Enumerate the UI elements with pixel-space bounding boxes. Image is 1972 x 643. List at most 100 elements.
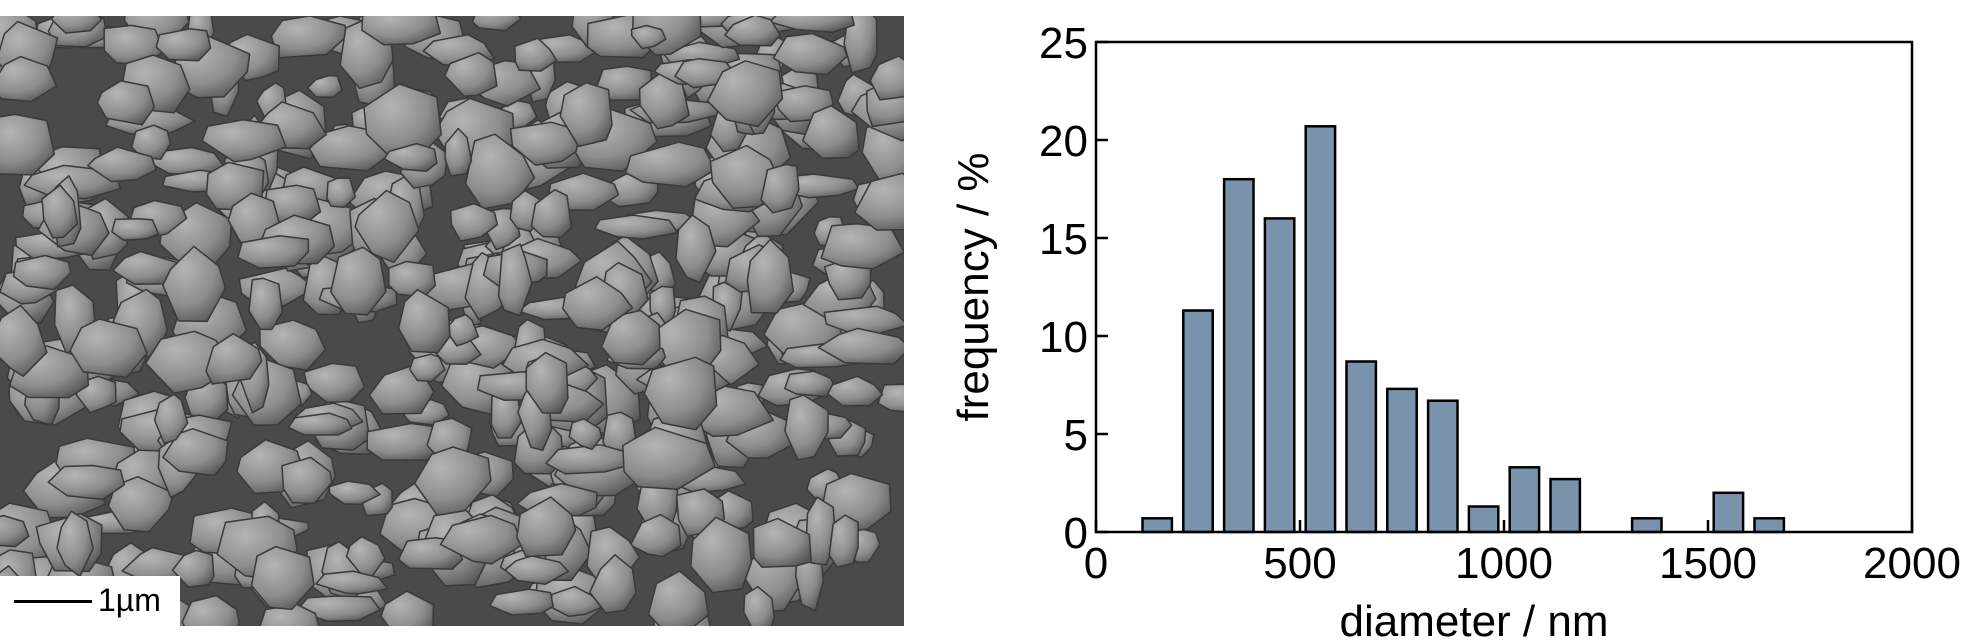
particle <box>743 585 776 626</box>
particle <box>259 319 327 371</box>
histogram-bar <box>1304 125 1337 534</box>
histogram-bar <box>1712 491 1745 534</box>
particle <box>296 595 381 623</box>
particle <box>315 570 389 595</box>
particle <box>0 55 58 103</box>
y-axis-label: frequency / % <box>949 152 998 421</box>
particle <box>869 55 904 101</box>
particle <box>629 513 682 558</box>
histogram-bar <box>1426 399 1459 534</box>
particle <box>559 81 613 148</box>
scale-bar: 1µm <box>0 576 180 626</box>
particle <box>326 177 356 208</box>
particle <box>0 514 30 548</box>
particle <box>259 603 320 626</box>
particle <box>328 480 381 506</box>
particle <box>86 146 158 183</box>
particle <box>201 118 287 163</box>
particle <box>643 356 718 431</box>
particle <box>162 427 229 477</box>
particle <box>237 235 310 269</box>
histogram-bar <box>1467 505 1500 534</box>
histogram-chart: 0 500 1000 1500 2000 0 5 10 15 20 25 diameter / nm f… <box>904 0 1972 643</box>
x-tick-label: 0 <box>1084 539 1108 588</box>
particle <box>817 327 904 365</box>
x-tick-label: 500 <box>1263 539 1336 588</box>
particle <box>281 456 333 505</box>
particle <box>752 517 812 568</box>
histogram-bar <box>1549 477 1582 534</box>
y-tick-label: 0 <box>1064 509 1088 558</box>
particle <box>772 32 848 76</box>
histogram-bar <box>1386 387 1418 534</box>
particle <box>330 246 387 316</box>
particle <box>354 189 420 264</box>
particle <box>647 570 710 626</box>
particle <box>530 188 573 239</box>
particle <box>471 16 522 32</box>
particle <box>828 514 859 568</box>
particle <box>768 16 855 33</box>
sem-micrograph: 1µm <box>0 16 904 626</box>
particle <box>516 496 577 558</box>
particle <box>96 80 156 126</box>
particle <box>287 412 353 436</box>
particle <box>588 554 637 614</box>
particle <box>853 172 904 231</box>
histogram-bar <box>1141 517 1174 534</box>
particle <box>525 351 569 414</box>
x-tick-label: 1500 <box>1659 539 1757 588</box>
x-tick-label: 1000 <box>1455 539 1553 588</box>
particle <box>162 245 227 323</box>
particle <box>155 28 212 62</box>
y-tick-label: 15 <box>1039 215 1088 264</box>
particle <box>0 304 48 378</box>
particle <box>843 16 878 74</box>
particle <box>439 514 523 565</box>
particle <box>444 127 473 177</box>
particle <box>746 238 795 314</box>
particle <box>387 260 436 299</box>
particle <box>784 394 829 461</box>
plot-frame <box>1094 40 1914 534</box>
particle <box>409 353 446 383</box>
particle <box>250 545 315 610</box>
particle <box>622 426 716 491</box>
particle <box>514 37 558 72</box>
x-axis-label: diameter / nm <box>1340 597 1609 643</box>
particle <box>413 446 492 517</box>
particle <box>111 218 160 241</box>
particle <box>562 276 634 331</box>
y-tick-label: 5 <box>1064 411 1088 460</box>
particle-image <box>0 16 904 626</box>
histogram-svg: 0 500 1000 1500 2000 0 5 10 15 20 25 diameter / nm f… <box>949 19 1961 643</box>
particle <box>600 309 661 366</box>
particle <box>594 214 679 240</box>
particle <box>50 16 103 34</box>
particle <box>706 60 784 128</box>
histogram-bar <box>1630 517 1663 534</box>
particle <box>248 277 284 331</box>
y-tick-label: 25 <box>1039 19 1088 68</box>
particle <box>383 142 438 172</box>
particle <box>303 362 366 404</box>
particle <box>0 113 56 176</box>
particle <box>820 472 892 532</box>
y-tick-label: 20 <box>1039 117 1088 166</box>
particle <box>270 16 347 59</box>
x-tick-label: 2000 <box>1863 539 1961 588</box>
particle <box>12 254 72 291</box>
particle <box>449 202 499 242</box>
particle <box>724 16 781 47</box>
particle <box>205 332 263 385</box>
particle <box>625 141 716 188</box>
particle <box>690 516 753 594</box>
histogram-bar <box>1345 360 1378 534</box>
particle <box>361 16 442 46</box>
histogram-bar <box>1182 309 1214 534</box>
particle <box>784 370 834 398</box>
particle <box>504 555 570 586</box>
particle <box>41 184 79 239</box>
particle <box>380 590 435 626</box>
particle <box>545 443 635 475</box>
